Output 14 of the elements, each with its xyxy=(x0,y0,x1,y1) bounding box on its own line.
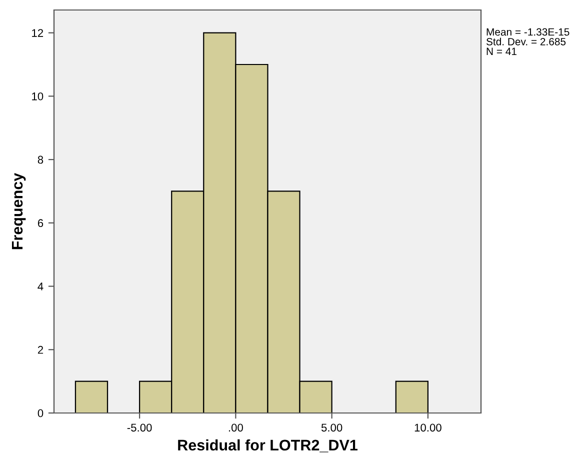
y-tick-label: 6 xyxy=(38,219,44,228)
y-tick-label: 12 xyxy=(32,29,44,37)
y-tick-label: 0 xyxy=(38,409,44,418)
x-tick-label: 5.00 xyxy=(321,424,342,432)
y-tick-label: 2 xyxy=(38,346,44,354)
text: Mean = -1.33E-15 Std. Dev. = 2.685 N = 41 xyxy=(486,28,570,55)
x-axis-title: Residual for LOTR2_DV1 xyxy=(178,439,358,452)
y-axis-title: Frequency xyxy=(12,172,26,250)
y-tick-label: 10 xyxy=(32,92,44,100)
y-tick-label: 4 xyxy=(38,282,44,290)
x-tick-label: 10.00 xyxy=(414,424,442,432)
x-tick-label: .00 xyxy=(228,424,243,432)
x-tick-label: -5.00 xyxy=(127,424,152,432)
y-tick-label: 8 xyxy=(38,156,44,164)
